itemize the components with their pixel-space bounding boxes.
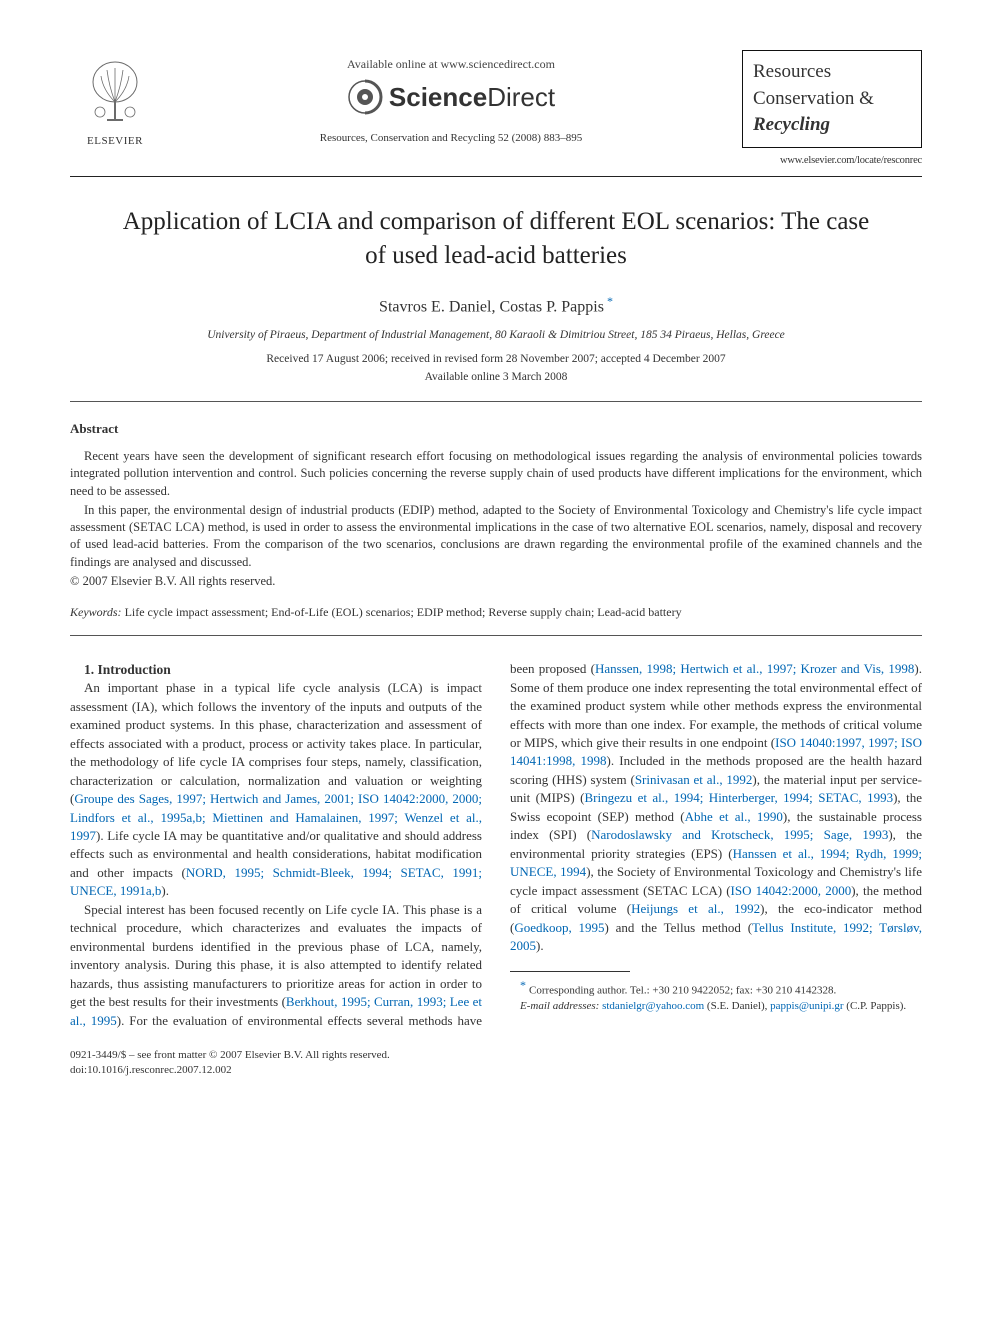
footnote-rule xyxy=(510,971,630,972)
citation-link[interactable]: Abhe et al., 1990 xyxy=(685,809,783,824)
citation-link[interactable]: Heijungs et al., 1992 xyxy=(631,901,760,916)
journal-name-line1: Resources xyxy=(753,59,911,86)
citation-link[interactable]: Goedkoop, 1995 xyxy=(514,920,604,935)
rule-top xyxy=(70,176,922,177)
journal-citation: Resources, Conservation and Recycling 52… xyxy=(160,131,742,146)
available-online-line: Available online at www.sciencedirect.co… xyxy=(160,56,742,73)
footnotes-block: * Corresponding author. Tel.: +30 210 94… xyxy=(510,977,922,1013)
doi-line: doi:10.1016/j.resconrec.2007.12.002 xyxy=(70,1063,922,1078)
abstract-block: Recent years have seen the development o… xyxy=(70,448,922,590)
page-footer: 0921-3449/$ – see front matter © 2007 El… xyxy=(70,1048,922,1078)
sd-orb-icon xyxy=(347,79,383,115)
email-link[interactable]: pappis@unipi.gr xyxy=(770,1000,843,1012)
authors: Stavros E. Daniel, Costas P. Pappis * xyxy=(70,293,922,319)
journal-url: www.elsevier.com/locate/resconrec xyxy=(742,154,922,169)
citation-link[interactable]: Narodoslawsky and Krotscheck, 1995; Sage… xyxy=(591,827,888,842)
email-addresses-note: E-mail addresses: stdanielgr@yahoo.com (… xyxy=(510,999,922,1014)
sciencedirect-center: Available online at www.sciencedirect.co… xyxy=(160,50,742,147)
abstract-p2: In this paper, the environmental design … xyxy=(70,502,922,571)
abstract-p1: Recent years have seen the development o… xyxy=(70,448,922,500)
keywords-label: Keywords: xyxy=(70,605,122,619)
abstract-heading: Abstract xyxy=(70,420,922,438)
keywords-line: Keywords: Life cycle impact assessment; … xyxy=(70,604,922,621)
journal-box-wrap: Resources Conservation & Recycling www.e… xyxy=(742,50,922,168)
body-p1: An important phase in a typical life cyc… xyxy=(70,679,482,900)
elsevier-tree-icon xyxy=(85,60,145,130)
corresponding-author-note: * Corresponding author. Tel.: +30 210 94… xyxy=(510,977,922,999)
article-title: Application of LCIA and comparison of di… xyxy=(110,205,882,273)
email-label: E-mail addresses: xyxy=(520,1000,599,1012)
abstract-copyright: © 2007 Elsevier B.V. All rights reserved… xyxy=(70,573,922,591)
journal-header: ELSEVIER Available online at www.science… xyxy=(70,50,922,168)
body-columns: 1. Introduction An important phase in a … xyxy=(70,660,922,1030)
issn-copyright-line: 0921-3449/$ – see front matter © 2007 El… xyxy=(70,1048,922,1063)
citation-link[interactable]: Hanssen, 1998; Hertwich et al., 1997; Kr… xyxy=(595,661,914,676)
star-icon: * xyxy=(520,978,529,992)
authors-names: Stavros E. Daniel, Costas P. Pappis xyxy=(379,298,604,315)
history-dates-line1: Received 17 August 2006; received in rev… xyxy=(70,351,922,367)
citation-link[interactable]: Bringezu et al., 1994; Hinterberger, 199… xyxy=(584,790,893,805)
affiliation: University of Piraeus, Department of Ind… xyxy=(70,327,922,343)
rule-abstract-bottom xyxy=(70,635,922,636)
elsevier-label: ELSEVIER xyxy=(70,134,160,149)
citation-link[interactable]: ISO 14042:2000, 2000 xyxy=(731,883,852,898)
journal-name-line3: Recycling xyxy=(753,112,911,139)
corresponding-star-icon: * xyxy=(604,294,613,308)
elsevier-logo-block: ELSEVIER xyxy=(70,50,160,149)
email-link[interactable]: stdanielgr@yahoo.com xyxy=(602,1000,704,1012)
history-dates-line2: Available online 3 March 2008 xyxy=(70,369,922,385)
citation-link[interactable]: Srinivasan et al., 1992 xyxy=(635,772,753,787)
section-1-heading: 1. Introduction xyxy=(70,660,482,679)
rule-abstract-top xyxy=(70,401,922,402)
journal-title-box: Resources Conservation & Recycling xyxy=(742,50,922,148)
keywords-text: Life cycle impact assessment; End-of-Lif… xyxy=(125,605,682,619)
journal-name-line2: Conservation & xyxy=(753,86,911,113)
sd-brand-text: ScienceDirect xyxy=(389,79,555,115)
sciencedirect-logo: ScienceDirect xyxy=(347,79,555,115)
